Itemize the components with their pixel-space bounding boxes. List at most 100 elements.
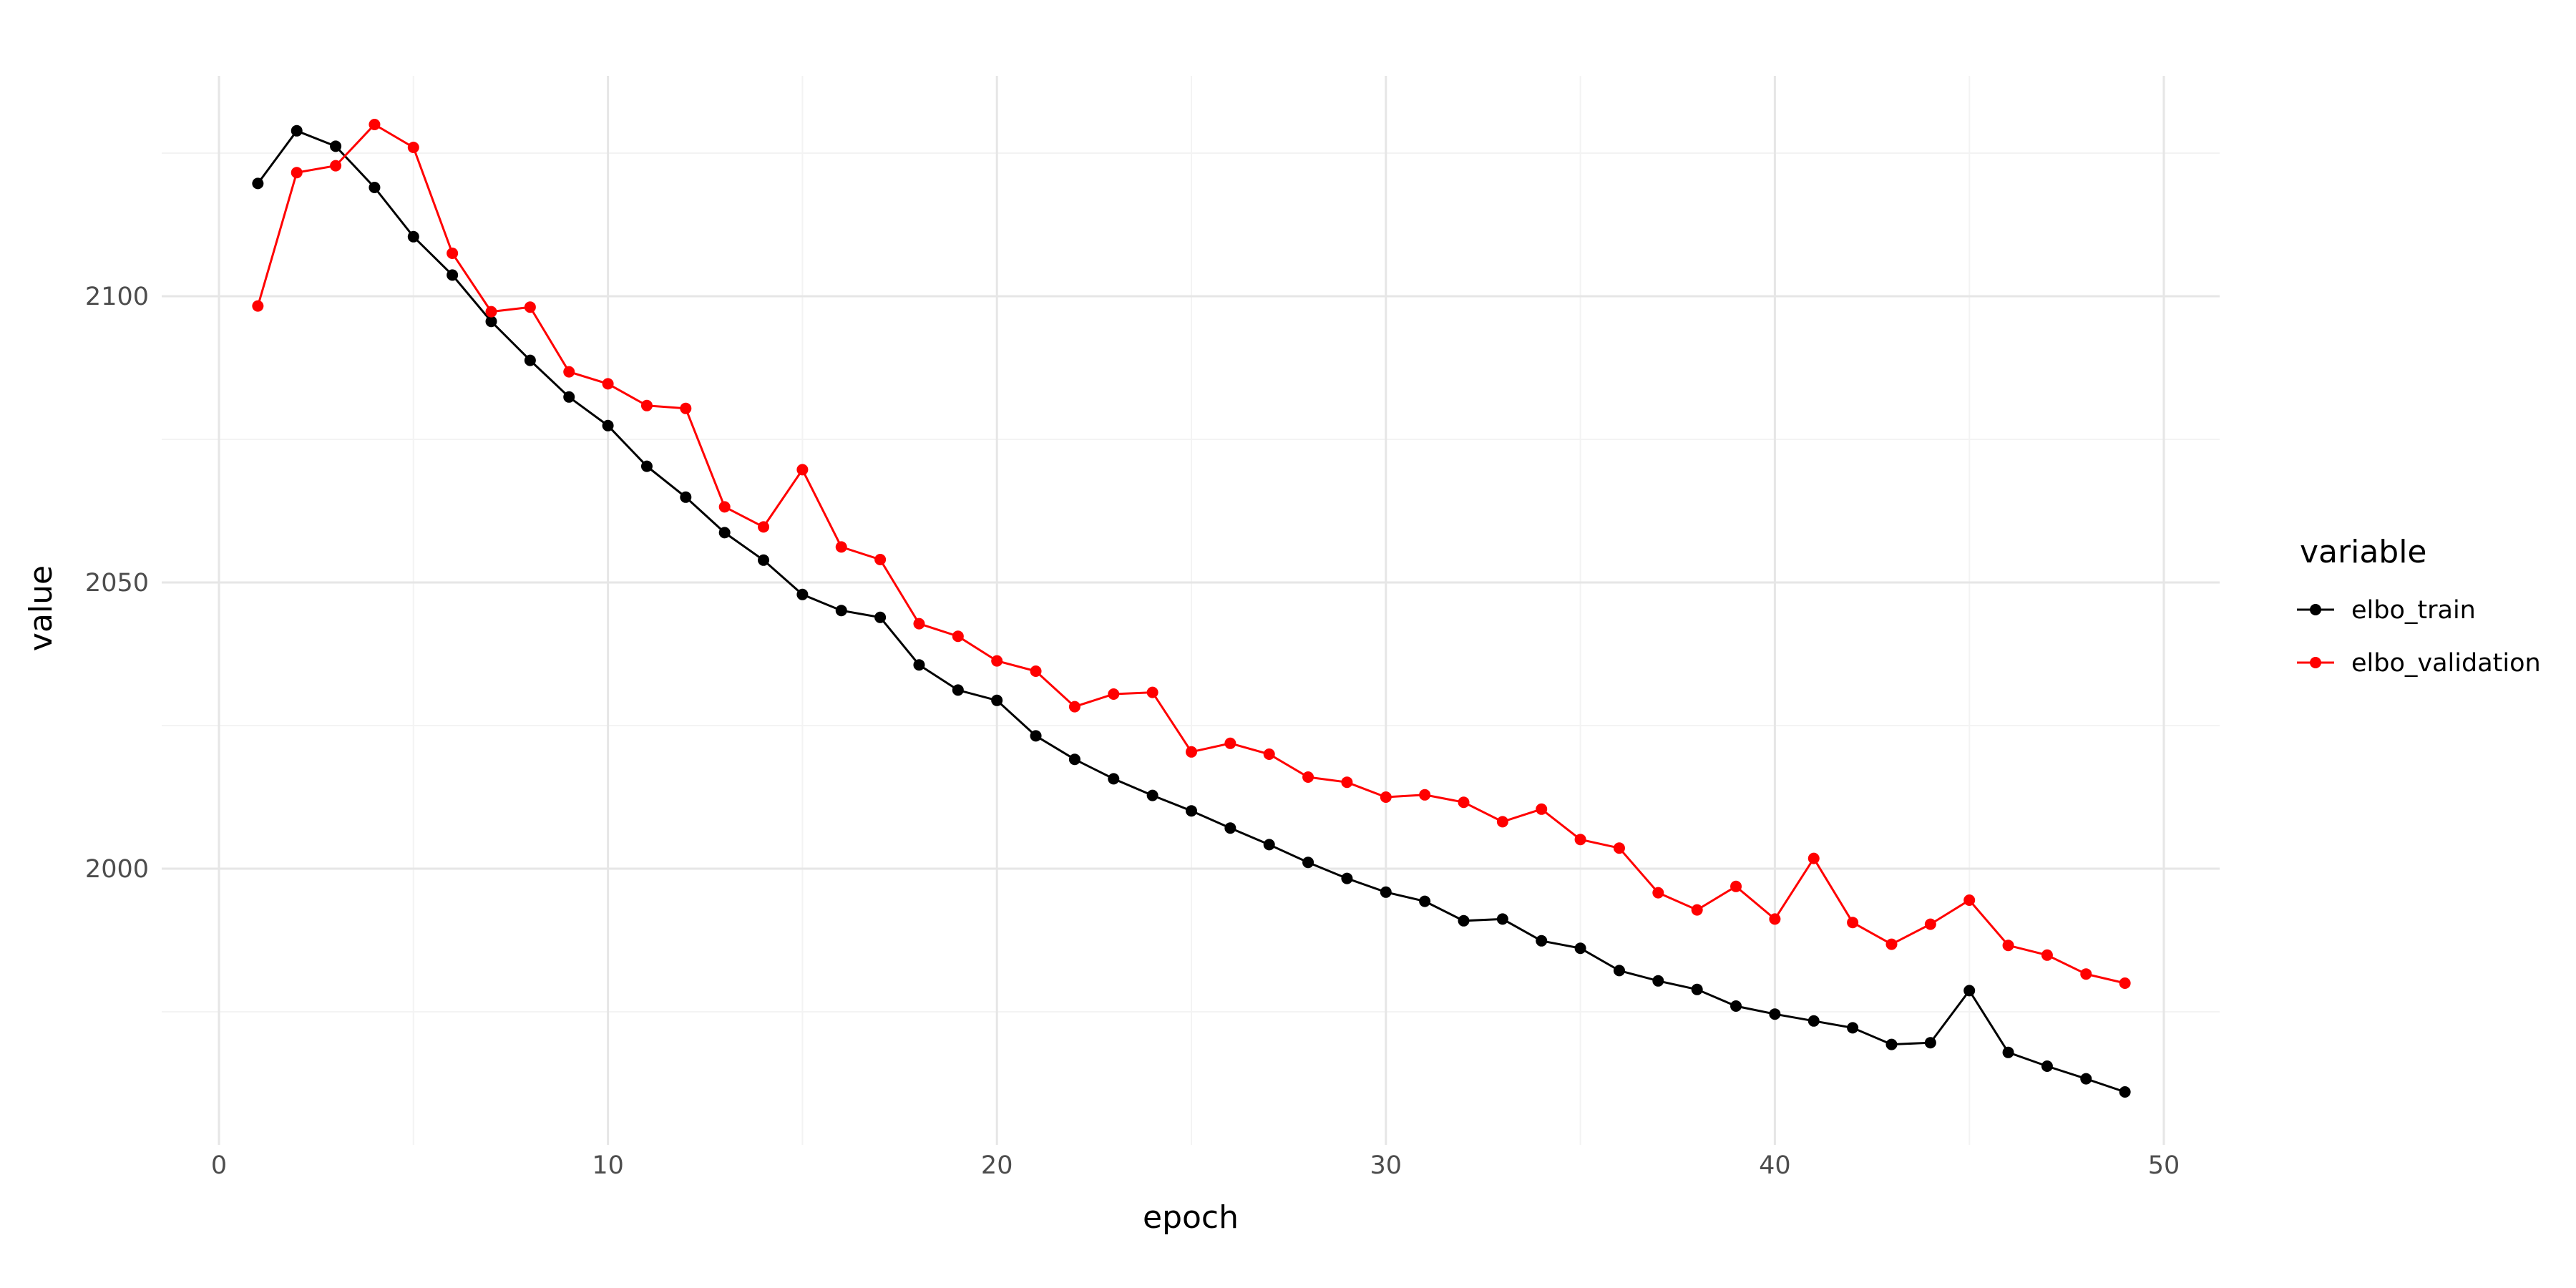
data-point-elbo_train <box>1496 913 1508 925</box>
data-point-elbo_validation <box>2002 940 2014 952</box>
data-point-elbo_train <box>1419 895 1431 907</box>
data-point-elbo_validation <box>835 541 847 553</box>
data-point-elbo_train <box>524 354 536 366</box>
data-point-elbo_validation <box>718 501 731 513</box>
data-point-elbo_train <box>485 316 497 328</box>
data-point-elbo_validation <box>563 366 575 378</box>
data-point-elbo_validation <box>1458 796 1470 809</box>
data-point-elbo_validation <box>291 167 303 179</box>
data-point-elbo_validation <box>2119 977 2131 989</box>
data-point-elbo_validation <box>1302 771 1314 783</box>
data-point-elbo_validation <box>524 301 536 313</box>
data-point-elbo_validation <box>2080 968 2092 980</box>
data-point-elbo_train <box>1068 753 1080 766</box>
x-tick-label: 30 <box>1370 1151 1402 1180</box>
data-point-elbo_train <box>1224 822 1236 834</box>
x-axis-ticks: 0 10 20 30 40 50 <box>211 1151 2180 1180</box>
data-point-elbo_validation <box>1108 688 1120 700</box>
x-tick-label: 10 <box>592 1151 624 1180</box>
data-point-elbo_train <box>1380 886 1392 898</box>
legend-label: elbo_validation <box>2351 649 2541 678</box>
data-point-elbo_train <box>1963 985 1976 997</box>
data-point-elbo_validation <box>1807 852 1820 864</box>
data-point-elbo_train <box>1146 789 1158 801</box>
data-point-elbo_train <box>369 182 381 193</box>
data-point-elbo_train <box>2002 1046 2014 1058</box>
data-point-elbo_train <box>1613 965 1625 977</box>
data-point-elbo_train <box>602 419 614 431</box>
data-point-elbo_train <box>407 230 419 243</box>
x-tick-label: 50 <box>2148 1151 2180 1180</box>
data-point-elbo_validation <box>369 119 381 130</box>
legend-item-elbo_validation: elbo_validation <box>2297 649 2541 678</box>
data-point-elbo_train <box>330 140 342 152</box>
data-point-elbo_train <box>1458 914 1470 927</box>
data-point-elbo_train <box>1652 975 1664 987</box>
data-point-elbo_validation <box>1380 791 1392 803</box>
legend: variable elbo_train elbo_validation <box>2297 534 2541 678</box>
data-point-elbo_train <box>1108 773 1120 785</box>
data-point-elbo_validation <box>1691 904 1703 916</box>
data-point-elbo_validation <box>1341 776 1353 789</box>
data-point-elbo_validation <box>2041 949 2053 961</box>
data-point-elbo_train <box>835 605 847 617</box>
data-point-elbo_validation <box>952 630 964 643</box>
series-layer <box>252 119 2131 1098</box>
data-point-elbo_validation <box>913 618 925 630</box>
data-point-elbo_train <box>913 659 925 671</box>
data-point-elbo_train <box>1807 1015 1820 1027</box>
data-point-elbo_validation <box>1496 816 1508 828</box>
series-elbo_train <box>252 125 2131 1098</box>
data-point-elbo_train <box>758 554 770 566</box>
data-point-elbo_train <box>1924 1037 1936 1049</box>
data-point-elbo_validation <box>1885 938 1898 950</box>
data-point-elbo_validation <box>330 160 342 172</box>
data-point-elbo_validation <box>991 655 1003 667</box>
data-point-elbo_validation <box>1263 748 1275 760</box>
y-tick-label: 2000 <box>85 855 149 884</box>
x-tick-label: 20 <box>981 1151 1013 1180</box>
data-point-elbo_validation <box>1769 913 1781 925</box>
data-point-elbo_validation <box>252 300 264 312</box>
data-point-elbo_train <box>680 491 692 503</box>
minor-gridlines <box>162 76 2220 1145</box>
data-point-elbo_validation <box>1924 918 1936 930</box>
data-point-elbo_validation <box>1652 887 1664 899</box>
data-point-elbo_validation <box>485 306 497 318</box>
y-axis-title: value <box>23 565 59 651</box>
x-tick-label: 40 <box>1759 1151 1791 1180</box>
data-point-elbo_train <box>1769 1008 1781 1020</box>
data-point-elbo_train <box>1341 872 1353 884</box>
legend-title: variable <box>2300 534 2427 570</box>
data-point-elbo_train <box>718 527 731 539</box>
data-point-elbo_train <box>1186 805 1197 817</box>
y-tick-label: 2100 <box>85 283 149 311</box>
data-point-elbo_validation <box>1224 737 1236 749</box>
data-point-elbo_validation <box>447 248 459 259</box>
data-point-elbo_train <box>563 391 575 403</box>
data-point-elbo_validation <box>1730 880 1742 892</box>
data-point-elbo_train <box>991 694 1003 706</box>
data-point-elbo_train <box>640 460 653 472</box>
data-point-elbo_train <box>1730 1000 1742 1012</box>
x-tick-label: 0 <box>211 1151 227 1180</box>
data-point-elbo_validation <box>602 378 614 390</box>
data-point-elbo_validation <box>1186 746 1197 758</box>
data-point-elbo_train <box>1263 839 1275 851</box>
data-point-elbo_validation <box>407 142 419 153</box>
data-point-elbo_validation <box>1068 701 1080 713</box>
data-point-elbo_validation <box>1574 834 1586 846</box>
data-point-elbo_train <box>796 588 809 600</box>
data-point-elbo_train <box>291 125 303 137</box>
data-point-elbo_train <box>2080 1073 2092 1085</box>
data-point-elbo_train <box>1885 1038 1898 1050</box>
data-point-elbo_validation <box>1847 917 1859 929</box>
data-point-elbo_train <box>952 684 964 696</box>
data-point-elbo_train <box>252 177 264 190</box>
y-axis-ticks: 2000 2050 2100 <box>85 283 149 884</box>
data-point-elbo_validation <box>1146 686 1158 698</box>
legend-key-point <box>2310 604 2321 615</box>
major-gridlines <box>162 76 2220 1145</box>
data-point-elbo_train <box>1574 942 1586 955</box>
